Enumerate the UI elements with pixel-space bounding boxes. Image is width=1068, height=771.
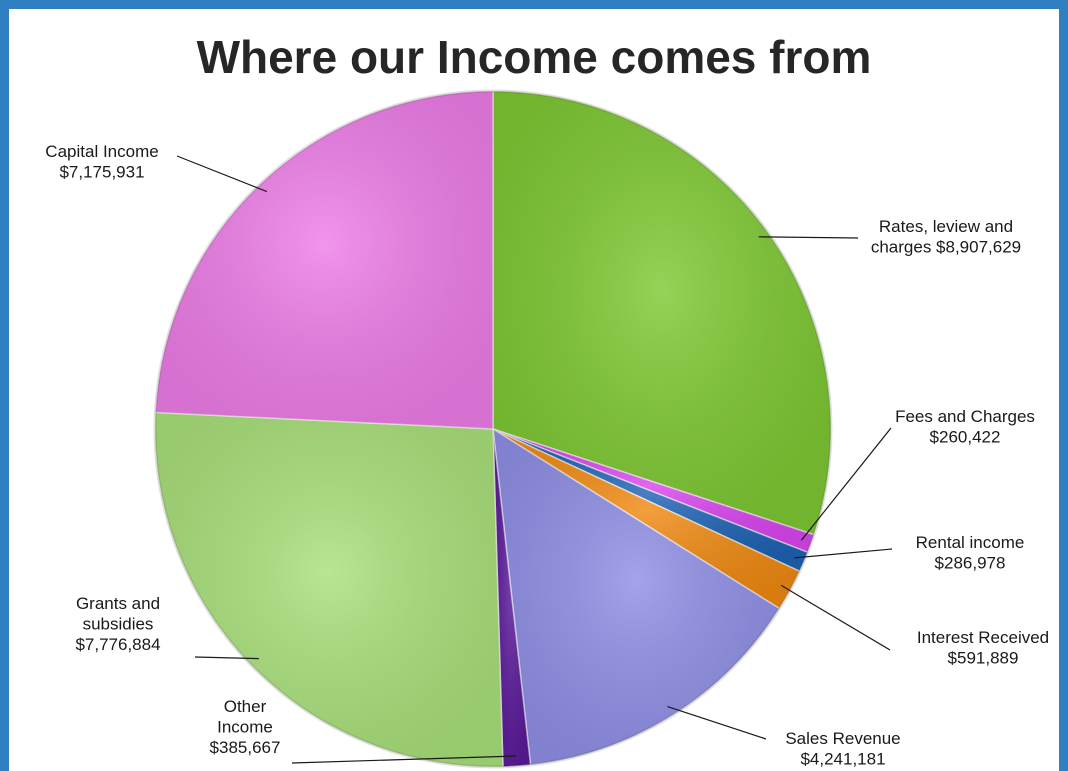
data-label-line: $385,667 xyxy=(210,738,281,757)
pie-slice-shading xyxy=(493,429,808,572)
data-labels: Rates, leview and charges $8,907,629 Fees … xyxy=(45,142,1049,768)
data-label-line: Grants and xyxy=(76,594,160,613)
data-label-line: Other xyxy=(224,697,267,716)
data-label: Capital Income $7,175,931 xyxy=(45,142,158,181)
leader-line xyxy=(758,236,859,239)
data-label: Sales Revenue $4,241,181 xyxy=(785,729,900,768)
leader-line xyxy=(794,548,893,559)
data-label-line: Income xyxy=(217,717,273,736)
leader-line xyxy=(667,706,767,740)
data-label-line: $4,241,181 xyxy=(800,749,885,768)
data-label: Interest Received $591,889 xyxy=(917,628,1049,667)
pie-slice-shading xyxy=(493,429,800,609)
chart-title: Where our Income comes from xyxy=(196,31,872,83)
data-label-line: Interest Received xyxy=(917,628,1049,647)
data-label-line: Sales Revenue xyxy=(785,729,900,748)
leader-line xyxy=(800,427,892,541)
pie-slice-shading xyxy=(493,429,815,553)
data-label-line: $7,175,931 xyxy=(59,162,144,181)
data-label-line: Rental income xyxy=(916,533,1025,552)
pie-slice-shading xyxy=(493,90,832,535)
data-label-line: Fees and Charges xyxy=(895,407,1035,426)
data-label-line: charges $8,907,629 xyxy=(871,237,1021,256)
data-label-line: subsidies xyxy=(83,614,154,633)
data-label-line: $7,776,884 xyxy=(75,635,160,654)
data-label: Grants and subsidies $7,776,884 xyxy=(75,594,160,654)
leader-line xyxy=(291,755,517,764)
data-label: Rental income $286,978 xyxy=(916,533,1025,572)
data-label: Other Income $385,667 xyxy=(210,697,281,757)
data-label-line: $286,978 xyxy=(935,553,1006,572)
data-label: Fees and Charges $260,422 xyxy=(895,407,1035,446)
data-label-line: Capital Income xyxy=(45,142,158,161)
pie-slice-shading xyxy=(493,429,780,765)
pie-slice-shading xyxy=(493,429,531,767)
leader-line xyxy=(194,656,259,660)
pie-slice-shading xyxy=(154,412,503,767)
leader-line xyxy=(780,584,891,651)
data-label-line: $260,422 xyxy=(930,427,1001,446)
pie-slice-shading xyxy=(155,91,493,429)
data-label-line: Rates, leview and xyxy=(879,217,1013,236)
pie-rim xyxy=(153,89,833,769)
data-label-line: $591,889 xyxy=(948,648,1019,667)
data-label: Rates, leview and charges $8,907,629 xyxy=(871,217,1021,256)
leader-line xyxy=(176,155,268,193)
